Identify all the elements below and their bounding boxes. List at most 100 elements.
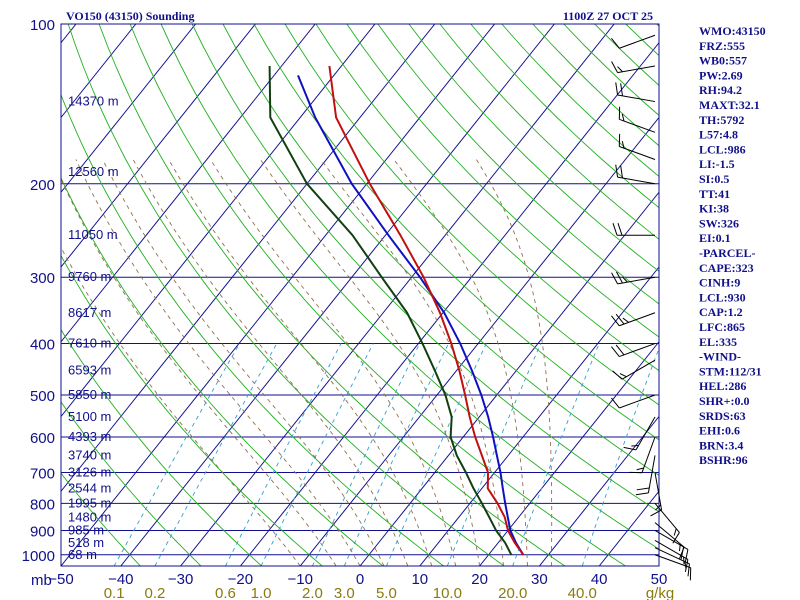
dry-adiabat (98, 24, 566, 566)
sounding-index: BSHR:96 (699, 453, 748, 467)
temperature-tick-label: −30 (168, 571, 193, 588)
barb-feather (619, 373, 627, 378)
dry-adiabat (781, 24, 800, 566)
mixing-ratio-tick-label: 3.0 (334, 585, 355, 600)
grid-lines (0, 24, 800, 566)
sounding-index: CAPE:323 (699, 261, 754, 275)
height-label: 4393 m (68, 429, 111, 444)
mixing-ratio-line (113, 343, 240, 566)
wind-barb (654, 540, 689, 572)
wind-barb (611, 343, 656, 358)
sounding-index: EHI:0.6 (699, 424, 740, 438)
barb-feather (615, 164, 619, 178)
pressure-tick-label: 300 (30, 270, 55, 287)
dry-adiabat (315, 24, 659, 372)
barb-staff (654, 522, 685, 548)
mixing-ratio-line (343, 343, 449, 566)
mixing-ratio-line (154, 343, 278, 566)
dry-adiabat (61, 176, 384, 566)
sounding-index: LCL:930 (699, 290, 746, 304)
isotherm-line (240, 41, 659, 566)
wind-barb (611, 271, 656, 285)
barb-staff (641, 436, 656, 473)
sounding-index: L57:4.8 (699, 128, 738, 142)
barb-staff (617, 65, 656, 74)
pressure-tick-label: 900 (30, 523, 55, 540)
barb-feather (617, 66, 623, 73)
wind-barb (615, 164, 656, 185)
isotherm-line (539, 415, 659, 566)
wind-barb (612, 359, 656, 380)
sounding-index: STM:112/31 (699, 364, 762, 378)
dry-adiabat (67, 24, 505, 566)
mixing-ratio-line (581, 347, 659, 566)
barb-feather (611, 397, 620, 409)
barb-staff (647, 455, 656, 493)
mixing-ratio-tick-label: 2.0 (302, 585, 323, 600)
barb-feather (684, 559, 689, 572)
pressure-tick-label: 700 (30, 466, 55, 483)
wind-barb (611, 312, 656, 327)
sounding-index: WMO:43150 (699, 24, 766, 38)
sounding-index: RH:94.2 (699, 83, 742, 97)
height-label: 6593 m (68, 363, 111, 378)
height-label: 12560 m (68, 164, 119, 179)
wind-barb (611, 34, 656, 49)
moist-adiabat (476, 159, 553, 566)
isotherm-line (359, 191, 659, 566)
wind-barb (612, 223, 655, 236)
height-label: 14370 m (68, 94, 119, 109)
barb-feather (611, 38, 620, 49)
barb-staff (654, 554, 691, 569)
barb-staff (617, 94, 656, 103)
dry-adiabat (253, 24, 659, 441)
barb-feather (678, 546, 685, 560)
isotherm-line (479, 340, 659, 566)
sounding-index: WB0:557 (699, 54, 747, 68)
sounding-index: HEL:286 (699, 379, 746, 393)
temperature-tick-label: 10 (411, 571, 428, 588)
barb-feather (617, 223, 623, 236)
barb-staff (654, 540, 689, 560)
height-label: 1480 m (68, 509, 111, 524)
barb-feather (611, 61, 619, 73)
wind-barb (654, 522, 685, 560)
barb-feather (615, 344, 625, 356)
temperature-tick-label: 20 (471, 571, 488, 588)
barb-feather (650, 509, 662, 517)
sounding-index: FRZ:555 (699, 39, 745, 53)
isotherm-line (61, 24, 256, 268)
sounding-index: PW:2.69 (699, 68, 743, 82)
barb-feather (655, 504, 662, 511)
sounding-index: LFC:865 (699, 320, 745, 334)
barb-feather (611, 315, 620, 327)
wind-barb (611, 394, 656, 409)
mixing-ratio-unit-label: g/kg (646, 585, 674, 600)
barb-staff (619, 343, 656, 358)
dry-adiabat (222, 24, 659, 477)
dry-adiabat (532, 24, 659, 147)
height-label: 5850 m (68, 387, 111, 402)
sounding-index: SW:326 (699, 216, 739, 230)
moist-adiabat (260, 159, 481, 566)
sounding-index: LI:-1.5 (699, 157, 735, 171)
parcel-trace (297, 75, 525, 556)
height-label: 3126 m (68, 465, 111, 480)
sounding-index: KI:38 (699, 202, 729, 216)
pressure-tick-label: 800 (30, 496, 55, 513)
isotherm-line (61, 24, 137, 119)
pressure-tick-label: 200 (30, 177, 55, 194)
barb-feather (612, 223, 618, 236)
isotherm-line (0, 24, 16, 566)
mixing-ratio-line (512, 343, 600, 566)
barb-feather (615, 313, 625, 325)
barb-staff (619, 394, 656, 409)
sounding-index: EI:0.1 (699, 231, 731, 245)
wind-barb (635, 455, 656, 496)
height-label: 2544 m (68, 480, 111, 495)
sounding-index: TH:5792 (699, 113, 744, 127)
pressure-tick-label: 400 (30, 337, 55, 354)
height-labels: 14370 m 12560 m 11050 m 9760 m 8617 m 7610 m 6… (68, 94, 119, 562)
mixing-ratio-tick-label: 20.0 (498, 585, 527, 600)
